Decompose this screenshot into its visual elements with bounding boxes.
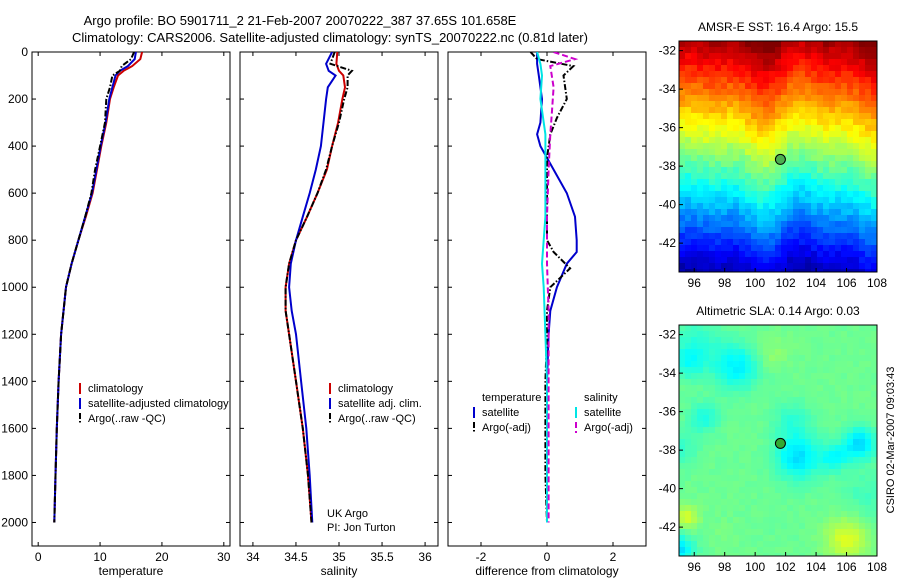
- plot-area: [31, 51, 231, 547]
- x-tick-label: 0: [35, 550, 42, 564]
- credit-line1: UK Argo: [327, 508, 368, 520]
- x-tick-label: 36: [418, 550, 432, 564]
- x-tick-label: 35: [332, 550, 346, 564]
- legend-group-label: salinity: [584, 392, 618, 404]
- y-tick-label: 200: [8, 92, 28, 106]
- y-tick-label: 800: [8, 233, 28, 247]
- legend-label: Argo(-adj): [482, 422, 531, 434]
- x-tick-label: 34: [246, 550, 260, 564]
- legend-label: satellite: [584, 407, 621, 419]
- y-tick-label: -34: [659, 82, 677, 96]
- series-line-argo-adj-: [529, 52, 576, 523]
- x-tick-label: 102: [776, 560, 796, 574]
- series-line-satellite: [536, 52, 548, 523]
- legend-group-label: temperature: [482, 392, 541, 404]
- x-tick-label: 30: [217, 550, 231, 564]
- figure-title-line1: Argo profile: BO 5901711_2 21-Feb-2007 2…: [84, 13, 517, 28]
- x-tick-label: 108: [867, 276, 887, 290]
- legend-label: Argo(-adj): [584, 422, 633, 434]
- sst-map-panel: AMSR-E SST: 16.4 Argo: 15.5 96 98 100 102 104…: [659, 20, 888, 290]
- x-tick-label: 20: [155, 550, 169, 564]
- y-tick-label: -42: [659, 236, 677, 250]
- credit-line2: PI: Jon Turton: [327, 522, 395, 534]
- series-line-satellite-adj-clim-: [288, 52, 337, 523]
- x-tick-label: 10: [93, 550, 107, 564]
- x-tick-label: 35.5: [370, 550, 394, 564]
- legend-label: satellite-adjusted climatology: [88, 398, 229, 410]
- y-tick-label: 400: [8, 139, 28, 153]
- y-tick-label: 600: [8, 186, 28, 200]
- y-tick-label: 1400: [1, 374, 28, 388]
- series-line-argo-raw-qc-: [284, 52, 354, 523]
- x-axis-label: salinity: [321, 564, 358, 578]
- y-tick-label: -32: [659, 44, 677, 58]
- x-tick-label: 106: [837, 276, 857, 290]
- x-tick-label: -2: [476, 550, 487, 564]
- profile-location-marker: [774, 153, 786, 165]
- y-tick-label: 1600: [1, 421, 28, 435]
- y-tick-label: -40: [659, 482, 677, 496]
- y-tick-label: 1200: [1, 327, 28, 341]
- x-tick-label: 0: [544, 550, 551, 564]
- y-tick-label: -42: [659, 520, 677, 534]
- sla-map-panel: Altimetric SLA: 0.14 Argo: 0.03 96 98 100 10…: [659, 304, 888, 574]
- x-tick-label: 98: [718, 560, 732, 574]
- y-tick-label: -32: [659, 328, 677, 342]
- x-tick-label: 34.5: [284, 550, 308, 564]
- x-tick-label: 102: [776, 276, 796, 290]
- footer-timestamp: CSIRO 02-Mar-2007 09:03:43: [885, 367, 897, 514]
- map-title: Altimetric SLA: 0.14 Argo: 0.03: [696, 304, 860, 318]
- salinity-profile-panel: 34 34.5 35 35.5 36 salinity climatology satelli…: [239, 51, 439, 578]
- legend-label: satellite: [482, 407, 519, 419]
- y-tick-label: -36: [659, 405, 677, 419]
- x-tick-label: 100: [745, 560, 765, 574]
- plot-area: [239, 51, 439, 547]
- x-axis-label: difference from climatology: [475, 564, 618, 578]
- series-line-argo-adj-: [546, 52, 579, 523]
- map-frame: [678, 40, 878, 273]
- x-tick-label: 108: [867, 560, 887, 574]
- y-tick-label: 1000: [1, 280, 28, 294]
- y-tick-label: 2000: [1, 515, 28, 529]
- legend-label: climatology: [88, 383, 144, 395]
- x-tick-label: 104: [806, 276, 826, 290]
- temperature-profile-panel: 0 10 20 30 0 200 400 600 800 1000 1200 1400 1600 1800…: [1, 45, 231, 578]
- map-field: [679, 41, 877, 272]
- profile-location-marker: [774, 437, 786, 449]
- x-tick-label: 104: [806, 560, 826, 574]
- legend-label: Argo(..raw -QC): [338, 413, 416, 425]
- y-tick-label: -36: [659, 121, 677, 135]
- map-title: AMSR-E SST: 16.4 Argo: 15.5: [698, 20, 858, 34]
- y-tick-label: 1800: [1, 468, 28, 482]
- legend-label: satellite adj. clim.: [338, 398, 422, 410]
- legend-label: Argo(..raw -QC): [88, 413, 166, 425]
- x-axis-label: temperature: [99, 564, 164, 578]
- legend-label: climatology: [338, 383, 394, 395]
- figure-title-line2: Climatology: CARS2006. Satellite-adjuste…: [72, 30, 588, 45]
- x-tick-label: 100: [745, 276, 765, 290]
- x-tick-label: 96: [688, 560, 702, 574]
- y-tick-label: -34: [659, 366, 677, 380]
- x-tick-label: 2: [610, 550, 617, 564]
- y-tick-label: -38: [659, 443, 677, 457]
- series-line-argo-raw-qc-: [53, 52, 136, 523]
- x-tick-label: 106: [837, 560, 857, 574]
- y-tick-label: -40: [659, 198, 677, 212]
- x-tick-label: 96: [688, 276, 702, 290]
- map-frame: [678, 324, 878, 557]
- y-tick-label: 0: [21, 45, 28, 59]
- map-field: [679, 325, 877, 556]
- x-tick-label: 98: [718, 276, 732, 290]
- y-tick-label: -38: [659, 159, 677, 173]
